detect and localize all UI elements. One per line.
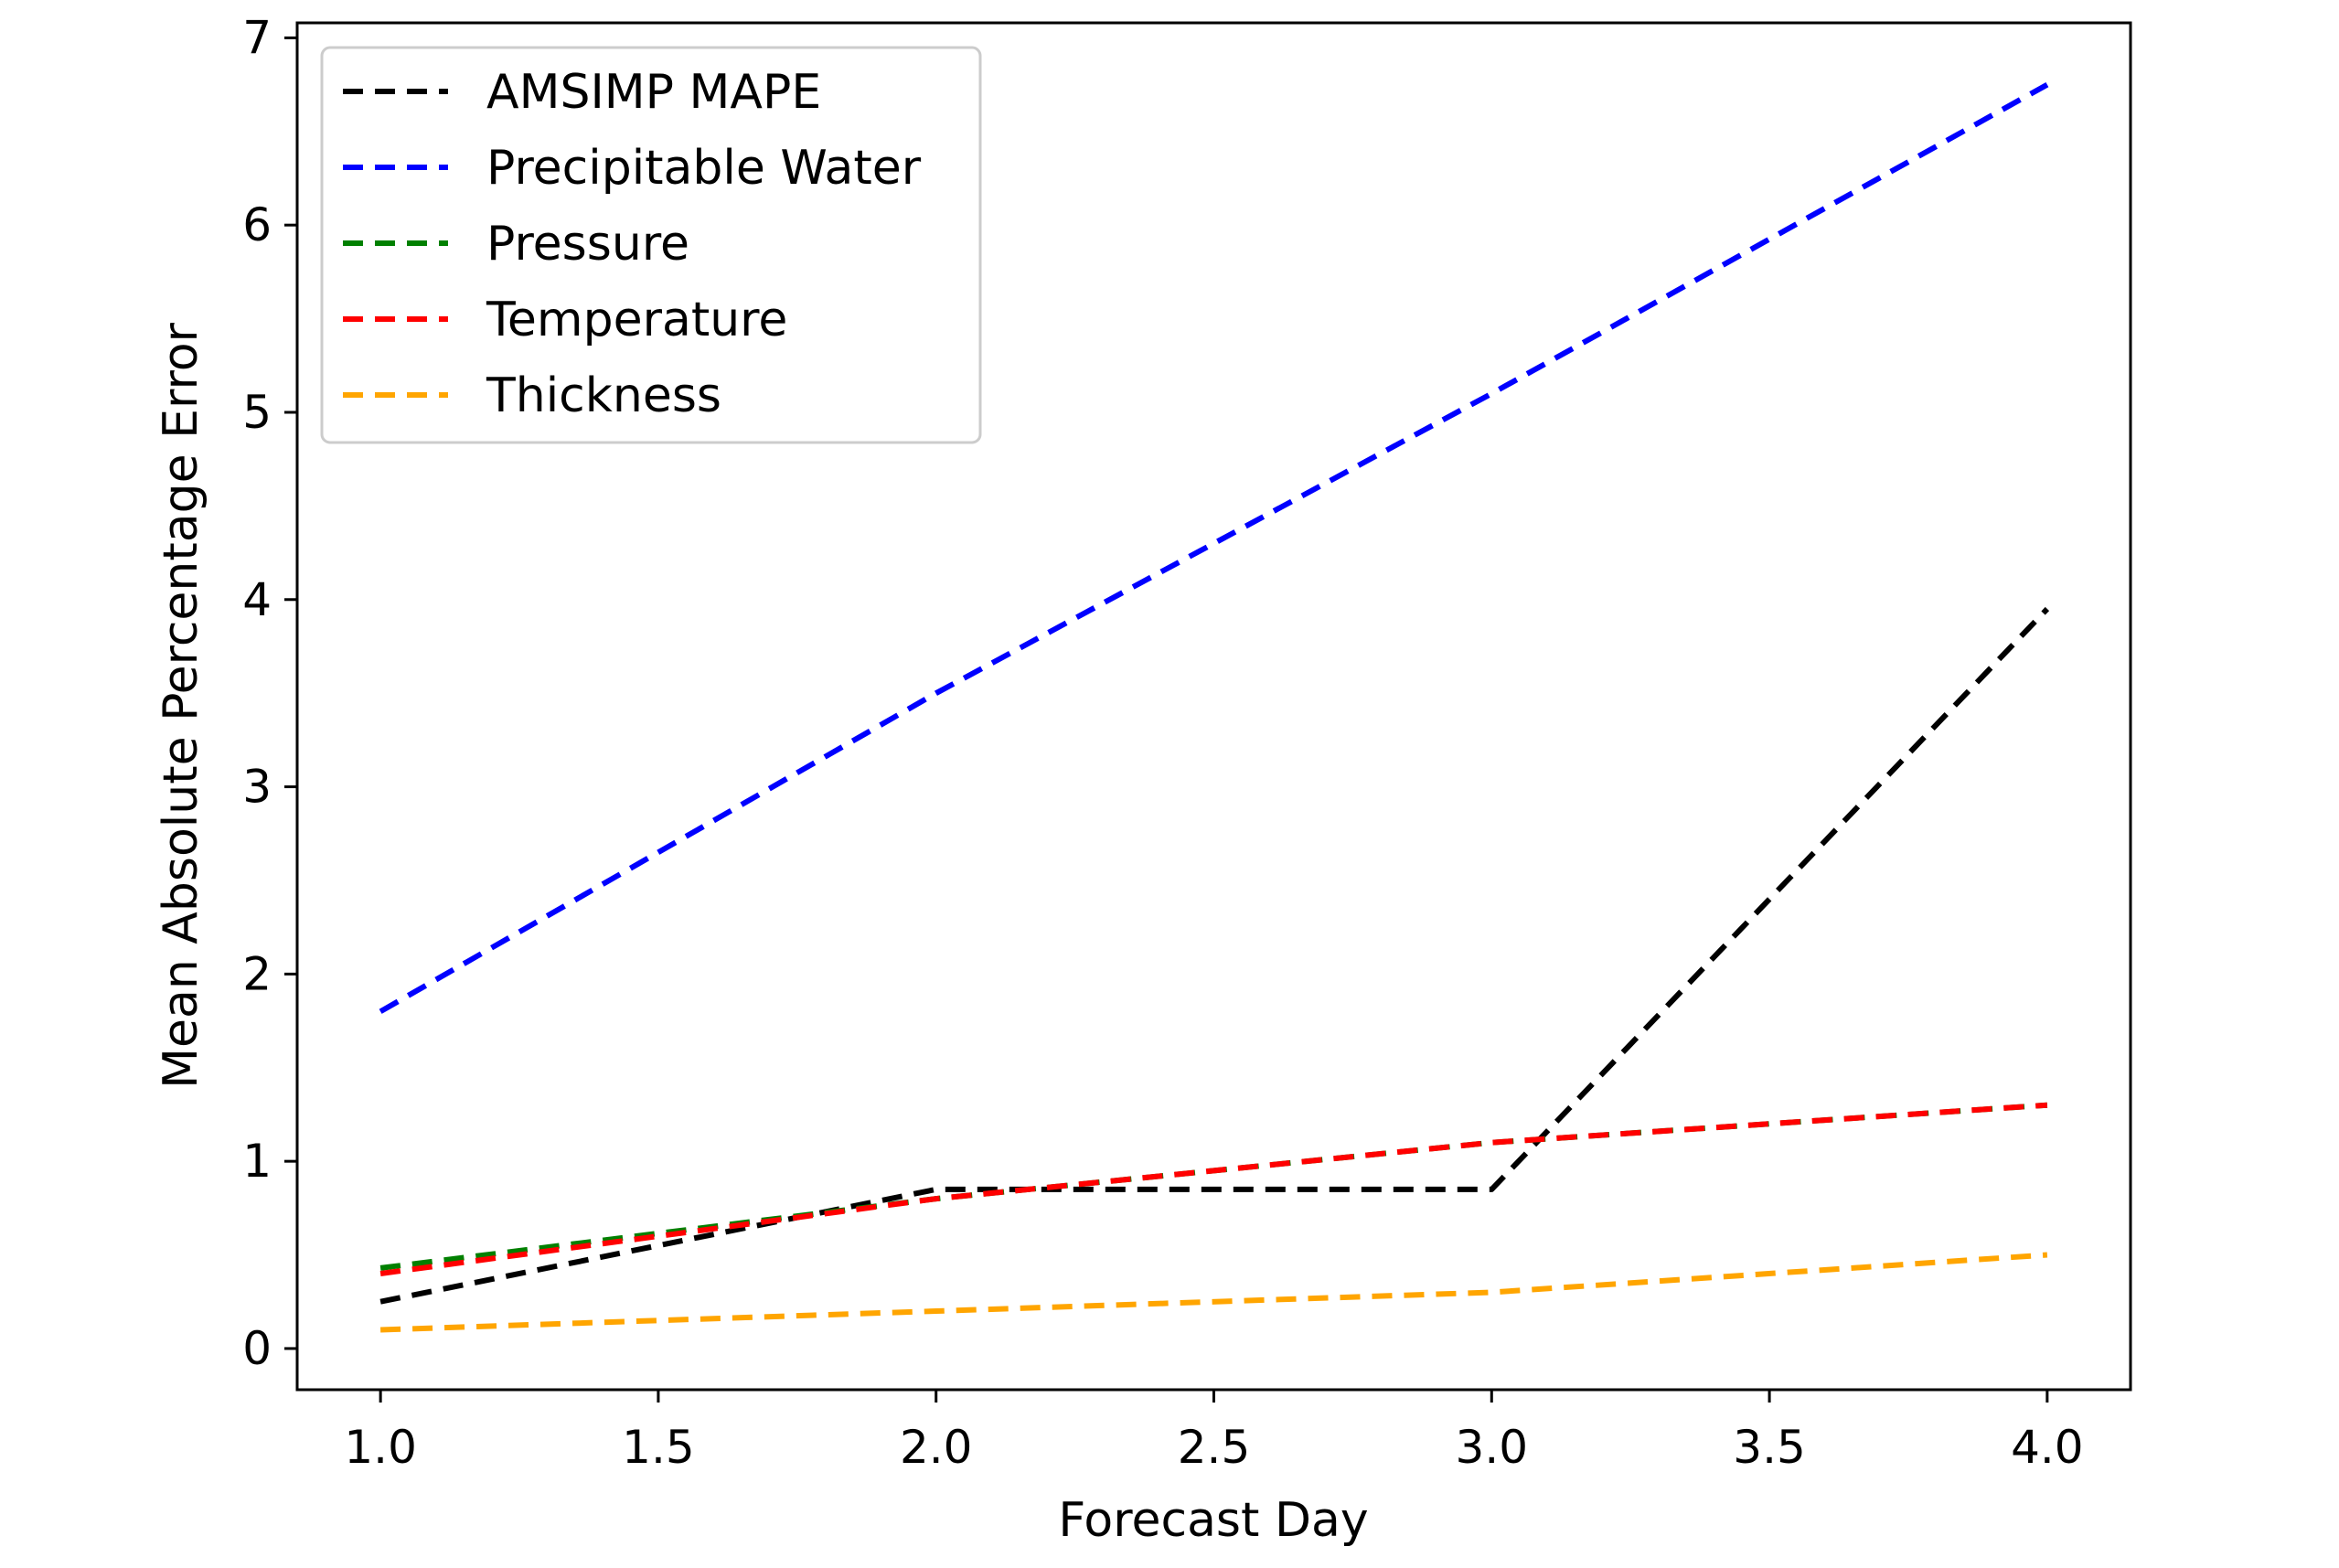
series-line-3 xyxy=(379,1102,2048,1276)
x-tick-label: 1.5 xyxy=(622,1421,695,1474)
x-axis-label: Forecast Day xyxy=(1058,1493,1368,1548)
series-line-0 xyxy=(379,606,2050,1305)
legend-label-0: AMSIMP MAPE xyxy=(486,65,821,120)
series-layer xyxy=(379,81,2050,1333)
series-line-1 xyxy=(379,81,2049,1014)
y-tick-label: 3 xyxy=(242,761,272,814)
legend-frame xyxy=(320,46,982,444)
y-tick-label: 2 xyxy=(242,947,272,1000)
y-tick-label: 0 xyxy=(242,1322,272,1375)
y-tick-label: 4 xyxy=(242,573,272,626)
ticks-layer: 1.0 1.5 2.0 2.5 3.0 3.5 4.0 0 1 2 3 4 5 6 7 xyxy=(242,11,2083,1474)
legend: AMSIMP MAPE Precipitable Water Pressure Tem… xyxy=(320,46,982,444)
x-tick-label: 3.0 xyxy=(1456,1421,1529,1474)
x-tick-label: 4.0 xyxy=(2011,1421,2084,1474)
y-tick-label: 6 xyxy=(242,198,272,251)
legend-label-2: Pressure xyxy=(486,217,689,272)
legend-label-3: Temperature xyxy=(486,293,787,347)
y-tick-label: 7 xyxy=(242,11,272,64)
x-tick-label: 1.0 xyxy=(344,1421,417,1474)
x-tick-label: 3.5 xyxy=(1733,1421,1806,1474)
series-line-4 xyxy=(379,1252,2048,1333)
legend-label-1: Precipitable Water xyxy=(486,141,922,196)
x-tick-label: 2.0 xyxy=(900,1421,973,1474)
y-tick-label: 1 xyxy=(242,1135,272,1188)
series-line-2 xyxy=(379,1102,2048,1271)
y-tick-label: 5 xyxy=(242,386,272,439)
x-tick-label: 2.5 xyxy=(1178,1421,1251,1474)
y-axis-label: Mean Absolute Percentage Error xyxy=(154,322,208,1088)
legend-label-4: Thickness xyxy=(486,368,721,423)
